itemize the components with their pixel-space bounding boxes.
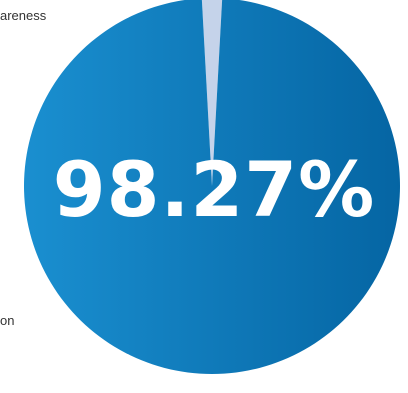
center-percentage: 98.27% — [52, 145, 376, 234]
legend-label-awareness: areness — [0, 8, 47, 23]
legend-label-other: on — [0, 313, 15, 328]
pie-slice-0 — [201, 0, 223, 186]
pie-slice-1 — [24, 0, 400, 374]
